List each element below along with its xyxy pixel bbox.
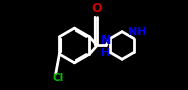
Text: NH: NH bbox=[128, 27, 147, 37]
Text: H: H bbox=[101, 48, 111, 58]
Text: Cl: Cl bbox=[52, 73, 64, 83]
Text: O: O bbox=[92, 2, 102, 15]
Text: N: N bbox=[101, 34, 111, 47]
